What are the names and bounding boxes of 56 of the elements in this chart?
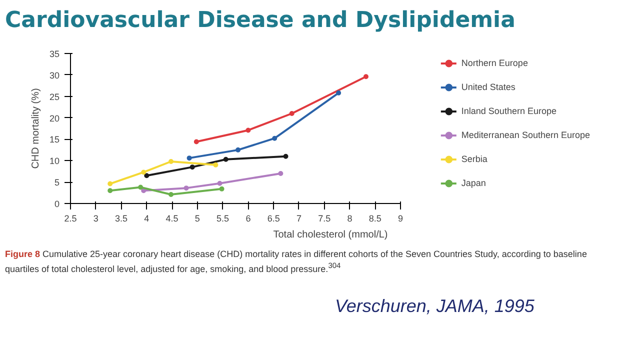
legend-label: United States	[461, 82, 516, 92]
point	[194, 139, 199, 144]
x-tick-label: 4	[144, 214, 150, 224]
legend-label: Mediterranean Southern Europe	[461, 130, 590, 140]
legend-label: Japan	[461, 178, 486, 188]
y-tick-label: 30	[49, 70, 60, 80]
point	[141, 170, 146, 175]
x-tick-label: 6	[246, 214, 251, 224]
point	[144, 173, 150, 178]
point	[108, 188, 113, 194]
x-tick-label: 4.5	[166, 214, 178, 224]
point	[246, 128, 251, 133]
y-tick-label: 35	[49, 49, 60, 59]
point	[272, 136, 278, 141]
x-axis-title: Total cholesterol (mmol/L)	[273, 230, 388, 240]
y-tick-label: 10	[49, 156, 60, 166]
point	[168, 159, 174, 164]
point	[289, 111, 294, 116]
x-tick-label: 5	[194, 214, 200, 224]
point	[219, 186, 224, 192]
chart-title: Cardiovascular Disease and Dyslipidemia	[5, 7, 516, 35]
legend-label: Inland Southern Europe	[461, 106, 556, 116]
point	[168, 192, 174, 197]
point	[283, 154, 288, 159]
caption: Figure 8	[5, 249, 40, 259]
point	[190, 164, 195, 170]
legend-label: Serbia	[461, 154, 488, 164]
point	[336, 90, 342, 96]
x-tick-label: 8.5	[368, 214, 382, 224]
x-tick-label: 7	[296, 214, 302, 224]
y-tick-label: 25	[49, 92, 60, 102]
y-tick-label: 0	[54, 199, 60, 209]
point	[186, 156, 192, 161]
x-tick-label: 8	[347, 214, 352, 224]
x-tick-label: 3.5	[115, 214, 128, 224]
point	[138, 184, 144, 190]
x-tick-label: 6.5	[267, 214, 280, 224]
x-tick-label: 7.5	[318, 214, 331, 224]
legend-label: Northern Europe	[461, 58, 528, 68]
x-tick-label: 2.5	[64, 214, 77, 224]
point	[236, 147, 241, 152]
point	[363, 74, 368, 80]
point	[184, 186, 189, 191]
y-tick-label: 5	[54, 178, 60, 188]
y-tick-label: 15	[49, 134, 60, 145]
y-axis-title: CHD mortality (%)	[30, 88, 42, 169]
point	[278, 171, 284, 176]
point	[213, 162, 218, 168]
point	[223, 156, 228, 162]
x-tick-label: 5.5	[216, 214, 230, 224]
point	[108, 181, 113, 186]
x-tick-label: 9	[398, 214, 404, 224]
point	[217, 180, 222, 186]
text: Verschuren, JAMA, 1995	[335, 295, 534, 318]
y-tick-label: 20	[49, 113, 60, 124]
x-tick-label: 3	[93, 214, 98, 224]
